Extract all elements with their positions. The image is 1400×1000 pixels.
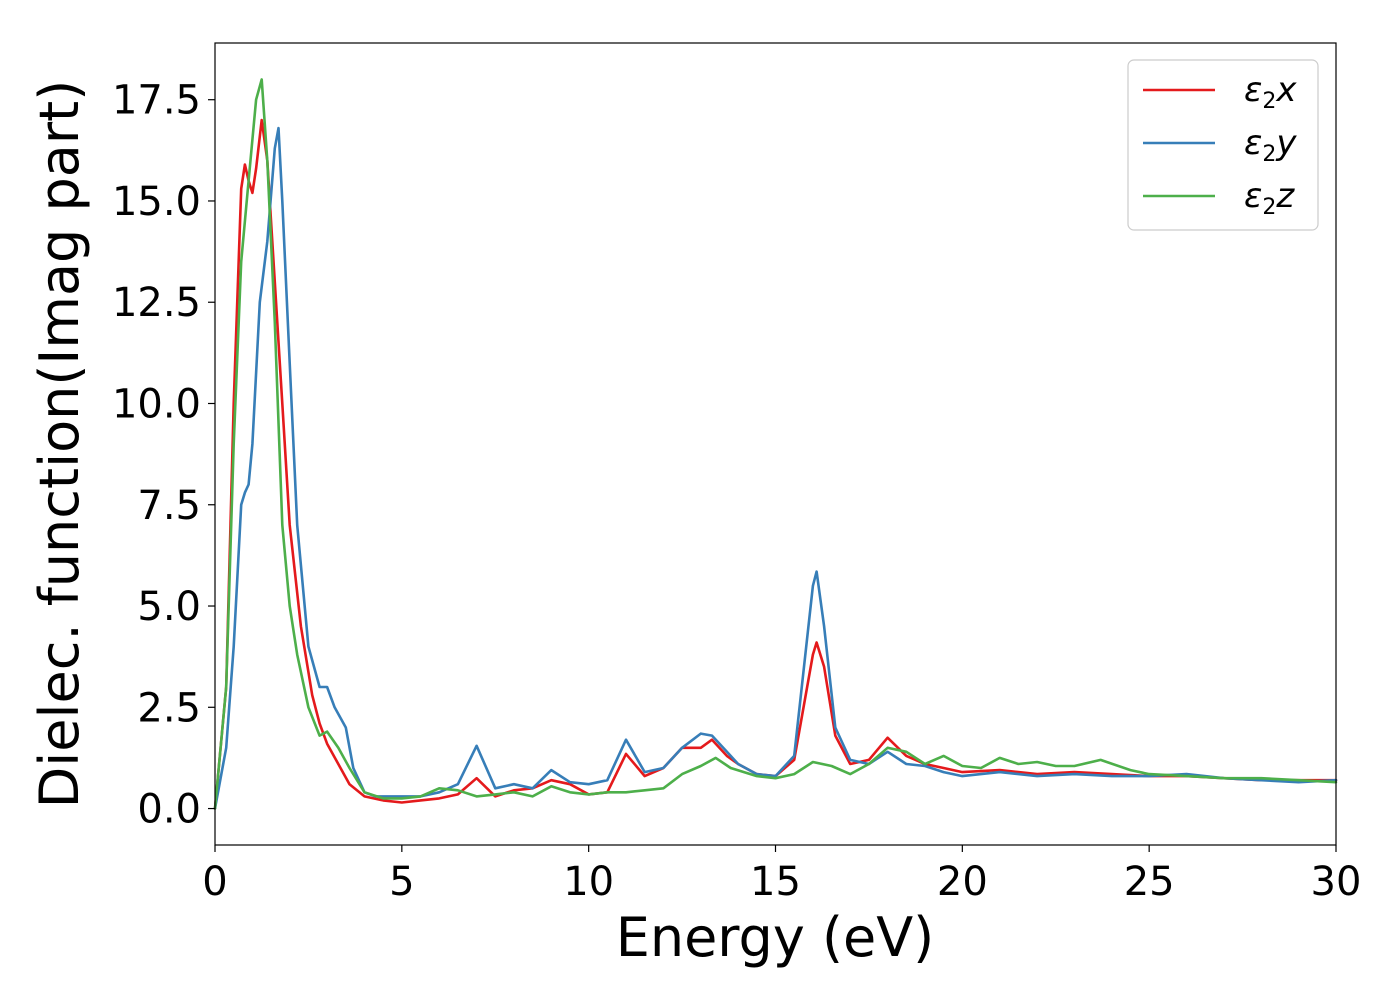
y-tick-label: 5.0 <box>137 584 201 630</box>
series-layer <box>213 78 1338 810</box>
legend-label-x: ε2x <box>1244 70 1297 114</box>
y-tick-label: 10.0 <box>112 381 201 427</box>
x-tick-label: 30 <box>1311 859 1362 905</box>
y-tick-label: 7.5 <box>137 483 201 529</box>
y-axis: 0.0 2.5 5.0 7.5 10.0 12.5 15.0 17.5 <box>112 78 215 833</box>
x-tick-label: 10 <box>563 859 614 905</box>
x-tick-label: 25 <box>1124 859 1175 905</box>
series-line-z <box>213 78 1338 810</box>
x-tick-label: 0 <box>202 859 227 905</box>
x-tick-label: 5 <box>389 859 414 905</box>
series-line-y <box>213 126 1338 810</box>
legend: ε2x ε2y ε2z <box>1127 59 1319 231</box>
x-tick-label: 15 <box>750 859 801 905</box>
y-tick-label: 17.5 <box>112 78 201 124</box>
x-axis: 0 5 10 15 20 25 30 <box>202 845 1361 905</box>
legend-label-y: ε2y <box>1244 123 1297 167</box>
y-axis-label: Dielec. function(Imag part) <box>28 80 91 809</box>
y-tick-label: 0.0 <box>137 787 201 833</box>
y-tick-label: 2.5 <box>137 685 201 731</box>
x-axis-label: Energy (eV) <box>616 906 935 969</box>
y-tick-label: 15.0 <box>112 179 201 225</box>
x-tick-label: 20 <box>937 859 988 905</box>
legend-label-z: ε2z <box>1244 176 1295 220</box>
y-tick-label: 12.5 <box>112 280 201 326</box>
legend-box <box>1127 59 1319 231</box>
